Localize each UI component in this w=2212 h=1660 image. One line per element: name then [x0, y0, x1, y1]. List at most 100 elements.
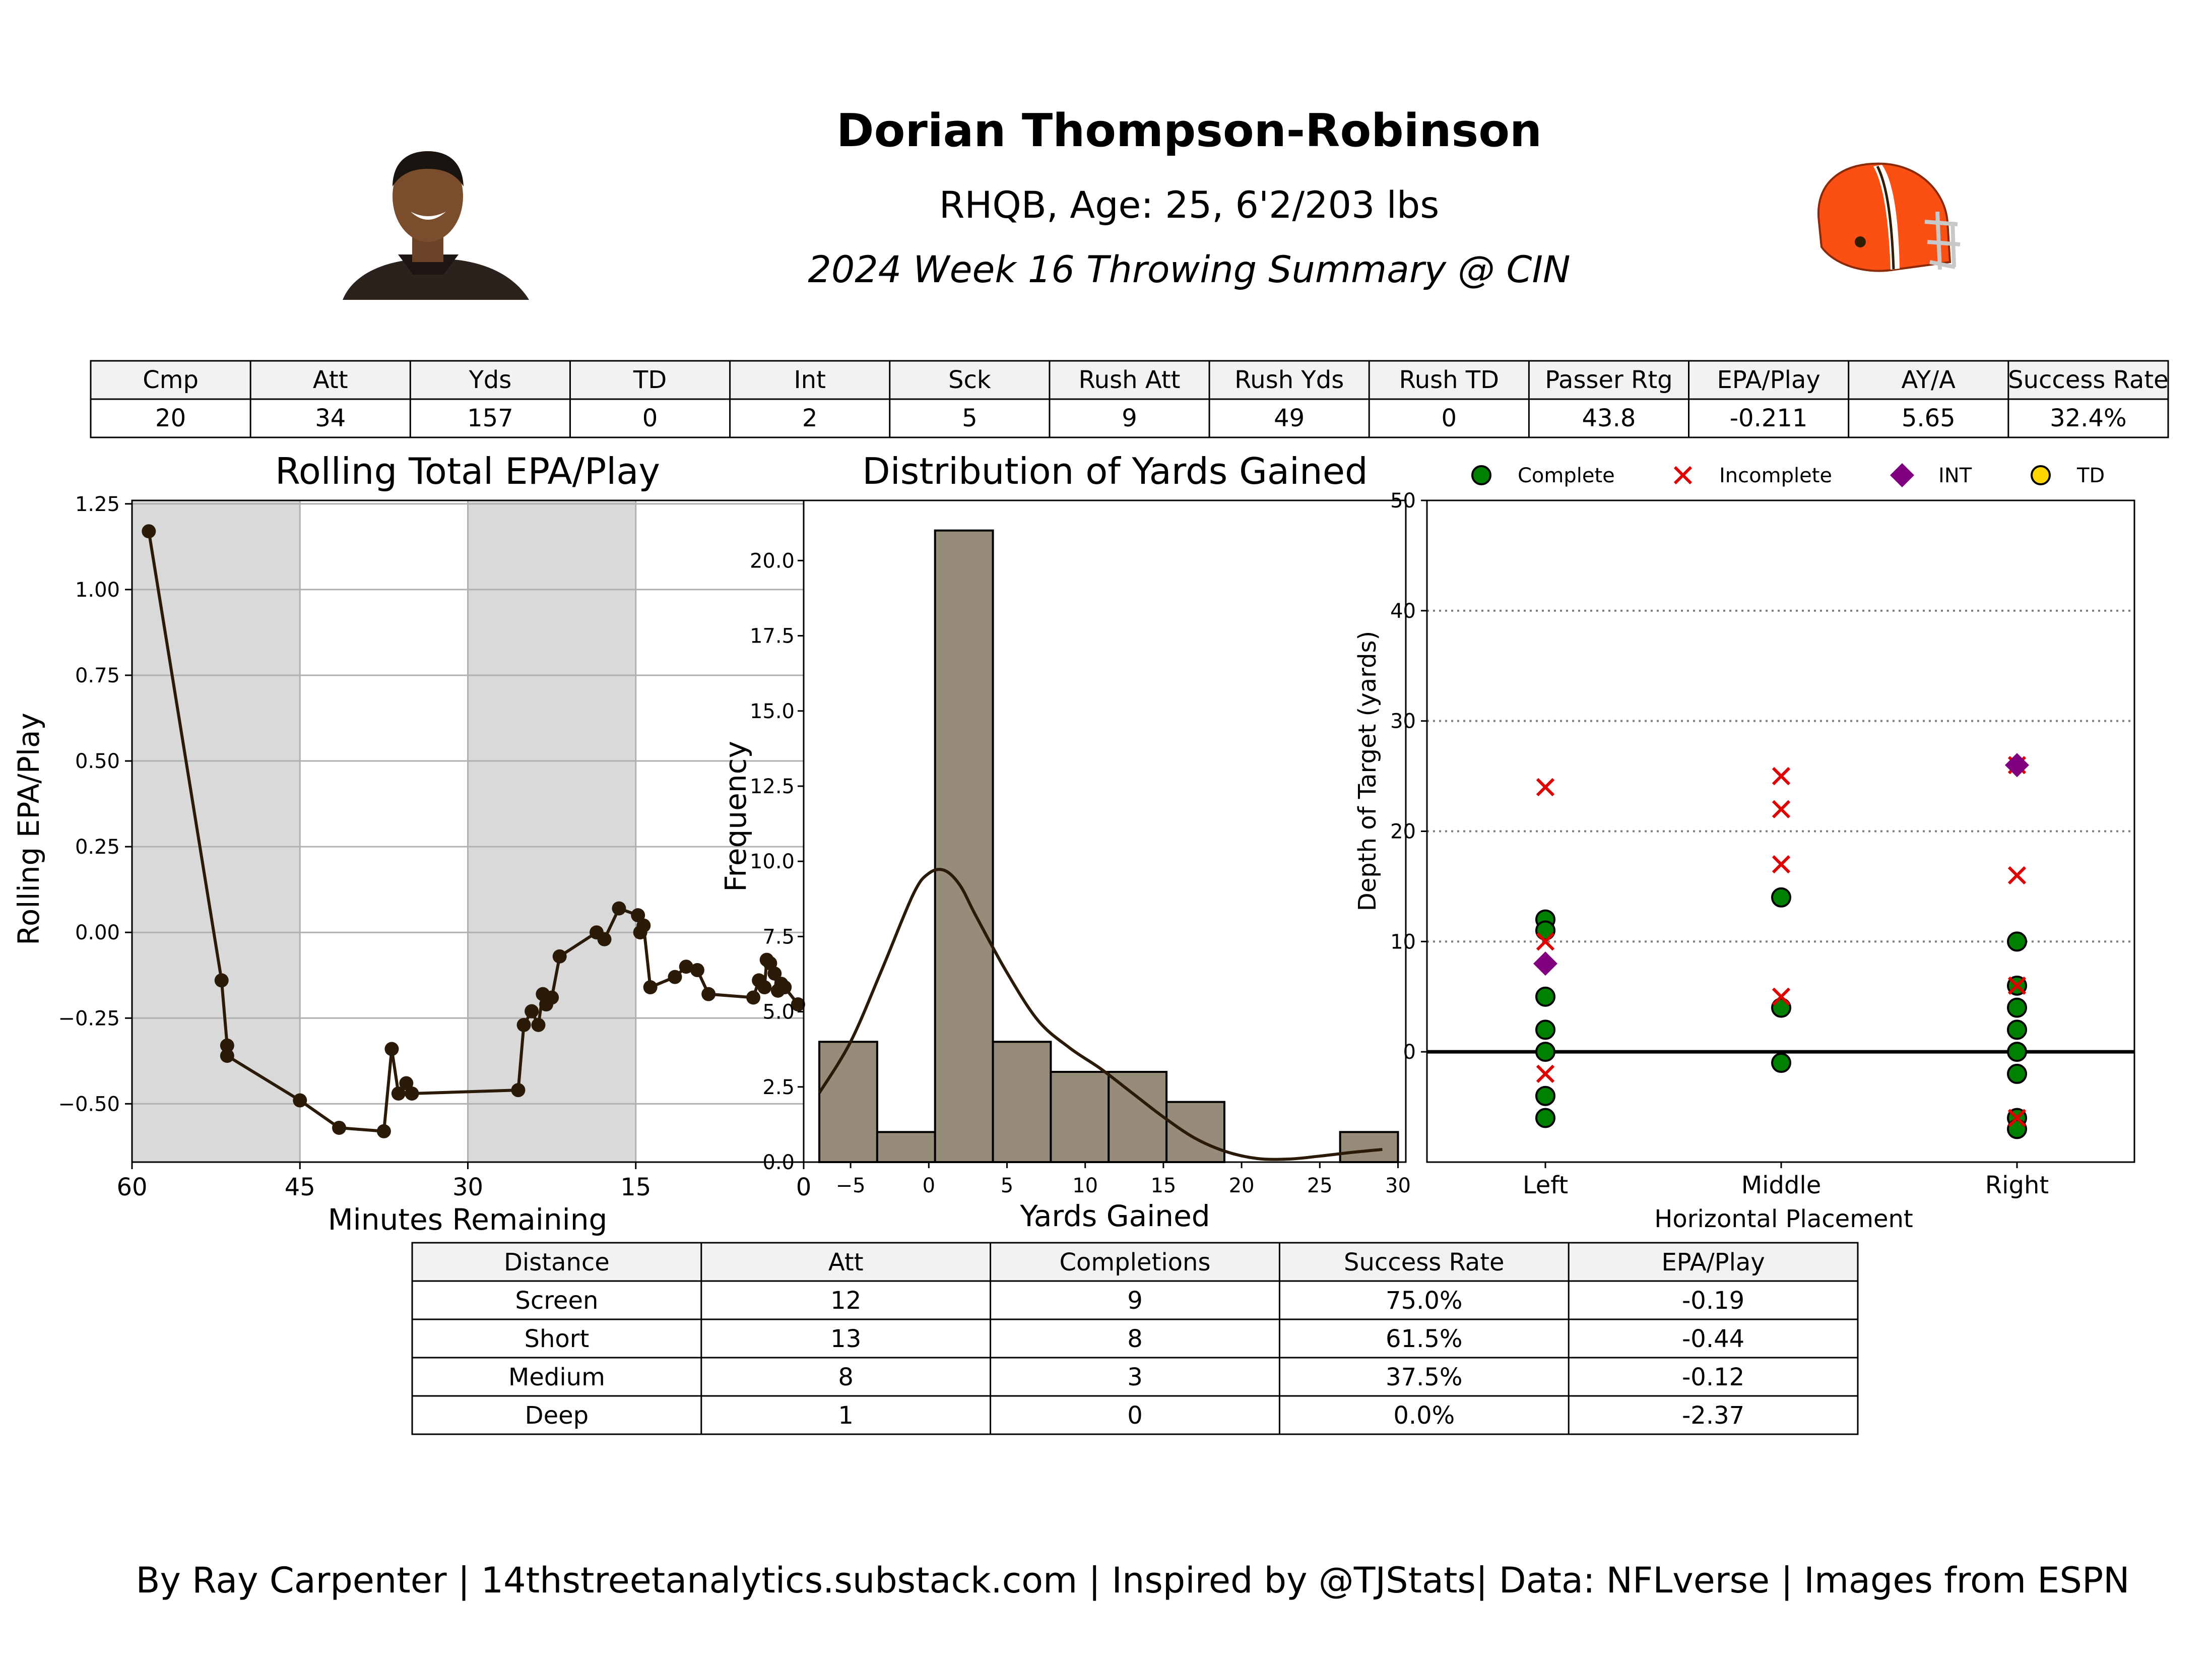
epa-point — [757, 980, 772, 995]
stats-header-cell: Cmp — [143, 366, 199, 394]
scatter-y-tick-label: 10 — [1390, 930, 1416, 953]
stats-header-cell: Att — [313, 366, 348, 394]
hist-bar — [1050, 1070, 1110, 1164]
legend-label: Complete — [1518, 464, 1615, 487]
stats-header-cell: Int — [794, 366, 825, 394]
distance-value-cell: -0.44 — [1682, 1325, 1744, 1353]
hist-y-tick-label: 0.0 — [762, 1151, 795, 1174]
complete-marker — [1535, 1108, 1555, 1128]
stats-value-cell: 43.8 — [1582, 404, 1636, 432]
distance-table: Distance Att Completions Success Rate EPA/Pl… — [411, 1242, 1859, 1435]
epa-x-axis-label: Minutes Remaining — [328, 1202, 608, 1237]
incomplete-marker — [1772, 800, 1791, 818]
stats-value-cell: 9 — [1122, 404, 1137, 432]
stats-header-cell: TD — [633, 366, 667, 394]
distance-value-cell: 8 — [1127, 1325, 1143, 1353]
stats-value-cell: 0 — [1442, 404, 1457, 432]
stats-header-cell: Sck — [948, 366, 991, 394]
distance-value-cell: 61.5% — [1386, 1325, 1462, 1353]
hist-y-tick-label: 15.0 — [750, 700, 795, 723]
stats-header-cell: AY/A — [1902, 366, 1956, 394]
hist-bar — [992, 1041, 1052, 1163]
distance-value-cell: -0.19 — [1682, 1287, 1744, 1315]
epa-point — [376, 1124, 391, 1138]
stats-value-cell: 49 — [1274, 404, 1305, 432]
incomplete-marker — [1536, 778, 1555, 797]
epa-point — [690, 963, 704, 978]
distance-value-cell: Screen — [515, 1287, 598, 1315]
epa-point — [511, 1083, 526, 1098]
distance-value-cell: 13 — [830, 1325, 861, 1353]
complete-marker — [2007, 1042, 2027, 1062]
hist-chart-title: Distribution of Yards Gained — [862, 450, 1368, 492]
complete-marker — [2007, 1063, 2027, 1084]
distance-value-cell: Short — [524, 1325, 589, 1353]
complete-marker — [1535, 1019, 1555, 1040]
stats-value-cell: 34 — [315, 404, 346, 432]
epa-point — [391, 1086, 406, 1101]
distance-header-cell: Success Rate — [1344, 1248, 1505, 1276]
distance-table-border — [411, 1242, 1859, 1435]
epa-point — [746, 990, 761, 1005]
incomplete-marker — [2007, 1109, 2027, 1127]
stats-value-cell: 5.65 — [1902, 404, 1956, 432]
distance-value-cell: Medium — [508, 1363, 605, 1391]
hist-x-tick-label: −5 — [836, 1174, 866, 1197]
incomplete-marker — [1536, 932, 1555, 951]
stats-value-cell: 0 — [642, 404, 658, 432]
hist-bar — [1108, 1070, 1168, 1164]
hist-bar — [818, 1041, 878, 1163]
td-marker — [2031, 465, 2051, 485]
scatter-x-axis-label: Horizontal Placement — [1654, 1205, 1913, 1233]
scatter-plot-frame — [1426, 499, 2135, 1163]
footer-credits: By Ray Carpenter | 14thstreetanalytics.s… — [136, 1560, 2129, 1601]
incomplete-marker — [1536, 1064, 1555, 1083]
hist-x-tick-label: 15 — [1150, 1174, 1176, 1197]
complete-marker — [1535, 1042, 1555, 1062]
summary-subtitle: 2024 Week 16 Throwing Summary @ CIN — [808, 248, 1570, 291]
distance-header-cell: Completions — [1060, 1248, 1211, 1276]
epa-y-tick-label: −0.25 — [58, 1007, 120, 1030]
stats-value-cell: 2 — [802, 404, 818, 432]
distance-value-cell: 9 — [1127, 1287, 1143, 1315]
incomplete-marker — [1772, 767, 1791, 786]
epa-point — [545, 990, 559, 1005]
stats-header-cell: Yds — [468, 366, 511, 394]
epa-point — [612, 901, 626, 916]
scatter-y-axis-label: Depth of Target (yards) — [1353, 631, 1382, 911]
scatter-y-tick-label: 50 — [1390, 489, 1416, 513]
epa-point — [552, 949, 567, 964]
epa-y-tick-label: 1.00 — [75, 579, 120, 602]
hist-plot-frame — [803, 499, 1407, 1163]
yards-distribution-chart: Distribution of Yards Gained Yards Gaine… — [719, 450, 1411, 1233]
stats-header-cell: Rush Yds — [1234, 366, 1344, 394]
player-name: Dorian Thompson-Robinson — [836, 104, 1542, 157]
distance-header-cell: EPA/Play — [1661, 1248, 1765, 1276]
legend-label: TD — [2076, 464, 2105, 487]
epa-y-tick-label: 0.75 — [75, 664, 120, 687]
complete-marker — [1471, 465, 1491, 485]
incomplete-marker — [1772, 987, 1791, 1006]
hist-x-tick-label: 5 — [1001, 1174, 1013, 1197]
stats-header-cell: EPA/Play — [1717, 366, 1820, 394]
stats-header-cell: Rush TD — [1399, 366, 1500, 394]
legend-label: INT — [1938, 464, 1972, 487]
scatter-y-tick-label: 40 — [1390, 600, 1416, 623]
quarter-shade — [132, 500, 300, 1162]
complete-marker — [1535, 1086, 1555, 1106]
epa-point — [293, 1093, 307, 1108]
hist-bar — [1339, 1131, 1399, 1163]
epa-point — [531, 1017, 546, 1032]
scatter-y-tick-label: 30 — [1390, 710, 1416, 733]
epa-x-tick-label: 15 — [620, 1173, 651, 1201]
scatter-x-tick-label: Right — [1985, 1171, 2049, 1199]
rolling-epa-chart: Rolling Total EPA/Play Minutes Remaining… — [12, 450, 811, 1237]
complete-marker — [2007, 997, 2027, 1018]
int-marker — [1533, 951, 1557, 976]
epa-point — [631, 908, 645, 923]
hist-y-tick-label: 17.5 — [750, 625, 795, 648]
hist-y-axis-label: Frequency — [719, 741, 753, 892]
distance-value-cell: -0.12 — [1682, 1363, 1744, 1391]
distance-header-bg — [412, 1243, 1858, 1281]
